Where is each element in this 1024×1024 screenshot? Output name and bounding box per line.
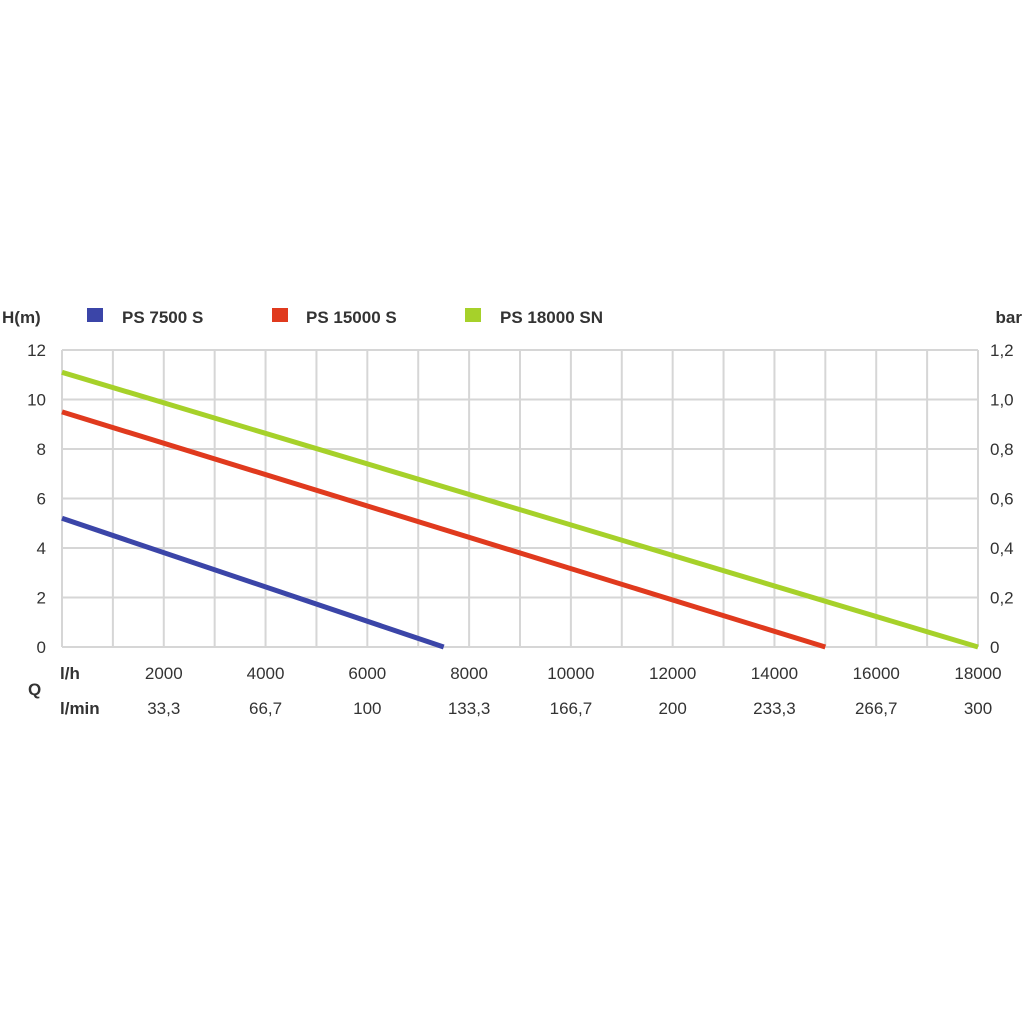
- x-tick-secondary-label: 66,7: [249, 699, 282, 718]
- y-tick-right-label: 1,0: [990, 391, 1014, 410]
- y-tick-right-label: 1,2: [990, 341, 1014, 360]
- x-tick-primary-label: 16000: [853, 664, 900, 683]
- x-unit-primary-label: l/h: [60, 664, 80, 683]
- series-line-ps-15000-s: [61, 409, 827, 650]
- y-tick-right-label: 0: [990, 638, 999, 657]
- y-tick-left-label: 10: [27, 391, 46, 410]
- x-tick-primary-label: 8000: [450, 664, 488, 683]
- x-tick-secondary-label: 100: [353, 699, 381, 718]
- y-tick-right-label: 0,2: [990, 589, 1014, 608]
- y-tick-right-label: 0,4: [990, 539, 1014, 558]
- x-tick-primary-label: 2000: [145, 664, 183, 683]
- x-unit-secondary-label: l/min: [60, 699, 100, 718]
- y-tick-left-label: 6: [37, 490, 46, 509]
- x-tick-secondary-label: 33,3: [147, 699, 180, 718]
- x-tick-primary-label: 10000: [547, 664, 594, 683]
- x-tick-secondary-label: 300: [964, 699, 992, 718]
- legend-swatch-ps-15000-s: [272, 308, 288, 322]
- legend: PS 7500 S PS 15000 S PS 18000 SN: [87, 308, 603, 327]
- y-tick-left-label: 8: [37, 440, 46, 459]
- x-tick-secondary-label: 133,3: [448, 699, 491, 718]
- y-tick-left-label: 4: [37, 539, 46, 558]
- legend-swatch-ps-18000-sn: [465, 308, 481, 322]
- y-tick-left-label: 0: [37, 638, 46, 657]
- y-tick-left-label: 2: [37, 589, 46, 608]
- x-tick-secondary-label: 166,7: [550, 699, 593, 718]
- y-axis-left-label: H(m): [2, 308, 41, 327]
- legend-label-ps-7500-s: PS 7500 S: [122, 308, 203, 327]
- axis-ticks: 12 10 8 6 4 2 0 1,2 1,0 0,8 0,6 0,4 0,2 0 2000 4000 6000…: [27, 341, 1014, 718]
- legend-label-ps-18000-sn: PS 18000 SN: [500, 308, 603, 327]
- y-axis-right-label: bar: [996, 308, 1023, 327]
- series-lines: [61, 369, 979, 650]
- x-tick-secondary-label: 200: [658, 699, 686, 718]
- legend-label-ps-15000-s: PS 15000 S: [306, 308, 397, 327]
- series-line-ps-7500-s: [61, 515, 445, 650]
- x-tick-primary-label: 6000: [348, 664, 386, 683]
- x-axis-group-label: Q: [28, 680, 41, 699]
- series-line-ps-18000-sn: [61, 369, 979, 650]
- x-tick-secondary-label: 233,3: [753, 699, 796, 718]
- x-tick-primary-label: 18000: [954, 664, 1001, 683]
- legend-swatch-ps-7500-s: [87, 308, 103, 322]
- x-tick-primary-label: 14000: [751, 664, 798, 683]
- x-tick-primary-label: 4000: [247, 664, 285, 683]
- x-tick-secondary-label: 266,7: [855, 699, 898, 718]
- y-tick-right-label: 0,6: [990, 490, 1014, 509]
- grid: [61, 349, 979, 648]
- x-tick-primary-label: 12000: [649, 664, 696, 683]
- y-tick-right-label: 0,8: [990, 440, 1014, 459]
- y-tick-left-label: 12: [27, 341, 46, 360]
